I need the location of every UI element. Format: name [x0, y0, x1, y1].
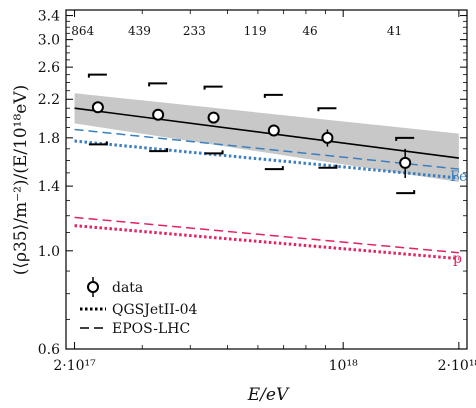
- y-axis-title: (⟨ρ35⟩/m⁻²)/(E/10¹⁸eV): [11, 85, 31, 276]
- data-point: [321, 131, 334, 144]
- data-point: [207, 111, 220, 124]
- x-axis-title: E/eV: [247, 385, 290, 405]
- syst-upper-marker: [263, 93, 283, 98]
- syst-upper-marker: [87, 73, 107, 78]
- y-tick-label: 1.8: [38, 131, 60, 147]
- data-point: [152, 108, 165, 121]
- event-count-label: 41: [387, 24, 402, 38]
- data-point: [267, 124, 280, 137]
- syst-lower-marker: [149, 148, 169, 153]
- fit-line-layer: [74, 107, 459, 159]
- fit-line: [74, 107, 459, 159]
- plot-frame: [65, 9, 468, 350]
- syst-lower-marker: [264, 166, 284, 171]
- event-count-label: 233: [183, 24, 206, 38]
- y-tick-label: 0.6: [38, 342, 60, 358]
- model-line-p-epos-lhc: [74, 216, 459, 254]
- event-counts-layer: 864 439 233 119 46 41: [71, 24, 402, 38]
- legend-label-data: data: [112, 280, 143, 296]
- syst-upper-marker: [203, 85, 223, 90]
- x-tick-label: 2·10¹⁸: [438, 358, 476, 374]
- event-count-label: 439: [128, 24, 151, 38]
- syst-lower-marker: [204, 150, 224, 155]
- y-tick-label: 1.0: [38, 244, 60, 260]
- legend: data QGSJetII-04 EPOS-LHC: [80, 277, 197, 337]
- y-tick-label: 2.2: [38, 92, 60, 108]
- y-tick-label: 3.4: [38, 9, 60, 25]
- label-fe: Fe: [450, 169, 467, 185]
- systematic-markers-layer: [87, 73, 416, 195]
- syst-upper-marker: [317, 107, 337, 112]
- label-p: p: [453, 251, 462, 267]
- data-point: [91, 101, 104, 114]
- fit-uncertainty-band: [74, 93, 459, 183]
- y-axis-ticks: 0.6 1.0 1.4 1.8 2.2 2.6 3.0 3.4: [38, 9, 467, 358]
- y-tick-label: 1.4: [38, 179, 60, 195]
- legend-label-epos: EPOS-LHC: [112, 321, 190, 337]
- model-line-fe-epos-lhc: [74, 128, 459, 170]
- syst-upper-marker: [148, 82, 168, 87]
- data-points-layer: [91, 101, 412, 179]
- syst-lower-marker: [88, 141, 108, 146]
- event-count-label: 46: [302, 24, 317, 38]
- legend-data-marker: [87, 277, 99, 297]
- y-tick-label: 2.6: [38, 60, 60, 76]
- syst-lower-marker: [318, 164, 338, 169]
- x-axis-ticks: 2·10¹⁷ 10¹⁸ 2·10¹⁸: [53, 10, 476, 374]
- data-point: [399, 156, 412, 169]
- syst-upper-marker: [395, 136, 415, 141]
- model-line-p-qgsjetii-04: [74, 224, 459, 261]
- event-count-label: 864: [71, 24, 94, 38]
- event-count-label: 119: [244, 24, 267, 38]
- fit-band-layer: [74, 93, 459, 183]
- x-tick-label: 10¹⁸: [329, 358, 358, 374]
- model-lines-layer: [74, 128, 460, 261]
- syst-lower-marker: [396, 190, 416, 195]
- legend-label-qgsjet: QGSJetII-04: [112, 302, 197, 318]
- y-tick-label: 3.0: [38, 33, 60, 49]
- x-tick-label: 2·10¹⁷: [53, 358, 96, 374]
- model-line-fe-qgsjetii-04: [74, 139, 460, 180]
